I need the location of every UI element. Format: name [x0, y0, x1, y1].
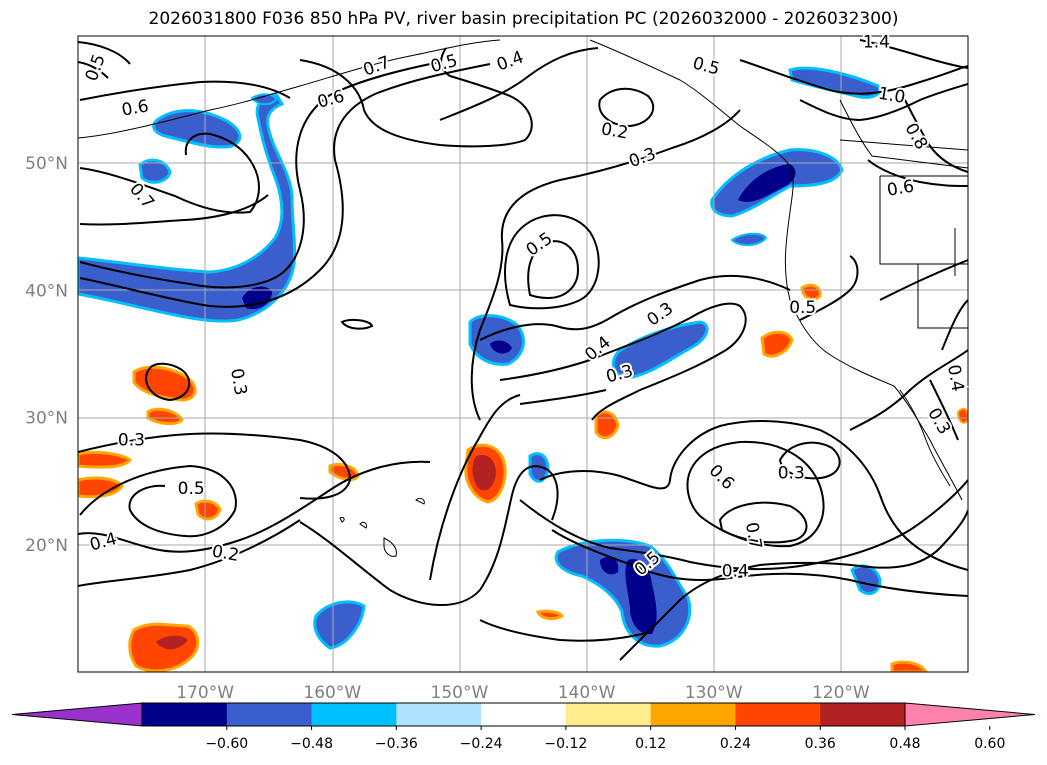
contour-label: 0.4 — [722, 562, 749, 582]
coastlines — [78, 39, 968, 557]
positive-anomaly-area — [535, 609, 565, 621]
y-axis: 50°N 40°N 30°N 20°N — [25, 154, 68, 556]
positive-anomaly-area — [328, 462, 360, 481]
y-tick-label: 40°N — [25, 281, 68, 301]
colorbar-swatch — [650, 703, 736, 726]
strong-negative-anomaly-area — [625, 559, 657, 635]
contour-label: 1.4 — [863, 32, 890, 52]
negative-anomaly-area — [138, 158, 172, 184]
y-tick-label: 30°N — [25, 409, 68, 429]
y-tick-label: 50°N — [25, 154, 68, 174]
contour-label: 0.5 — [178, 479, 205, 499]
x-tick-label: 150°W — [431, 683, 489, 703]
colorbar-swatch — [142, 703, 228, 726]
strong-negative-anomaly-area — [242, 286, 272, 310]
colorbar-tick-label: 0.36 — [805, 736, 836, 752]
positive-anomaly-area — [78, 450, 133, 469]
positive-anomaly-area — [800, 283, 822, 301]
positive-anomaly-area — [132, 365, 197, 402]
x-tick-label: 130°W — [685, 683, 743, 703]
chart-title: 2026031800 F036 850 hPa PV, river basin … — [148, 9, 899, 29]
colorbar-tick-label: 0.12 — [635, 736, 666, 752]
colorbar: −0.60 −0.48 −0.36 −0.24 −0.12 0.12 0.24 0.36 0.4… — [11, 702, 1036, 752]
negative-anomaly-area — [78, 92, 297, 323]
colorbar-tick-label: −0.48 — [290, 736, 333, 752]
colorbar-extend-low — [11, 702, 143, 727]
x-tick-label: 120°W — [812, 683, 870, 703]
positive-anomaly-area — [146, 407, 184, 426]
x-tick-label: 170°W — [176, 683, 234, 703]
positive-anomaly-area — [78, 476, 124, 499]
colorbar-tick-label: −0.24 — [460, 736, 503, 752]
positive-anomaly-area — [956, 407, 968, 424]
x-tick-label: 140°W — [558, 683, 616, 703]
contour-label: 0.4 — [943, 363, 967, 393]
colorbar-tick-label: 0.60 — [974, 736, 1005, 752]
colorbar-swatch — [396, 703, 482, 726]
colorbar-frame — [141, 702, 906, 727]
negative-anomaly-area — [730, 232, 768, 246]
strong-positive-anomaly-area — [156, 635, 188, 650]
colorbar-extend-high — [904, 702, 1036, 727]
colorbar-tick-label: 0.24 — [720, 736, 751, 752]
strong-negative-anomaly-area — [738, 164, 796, 202]
strong-positive-anomaly-area — [472, 454, 496, 491]
strong-negative-anomaly-area — [600, 556, 619, 575]
colorbar-swatch — [735, 703, 821, 726]
positive-anomaly-area — [194, 499, 222, 521]
map-frame — [77, 35, 969, 673]
contour-label: 0.3 — [118, 430, 145, 450]
negative-anomaly-area — [313, 600, 366, 650]
positive-anomaly-area — [594, 410, 620, 440]
colorbar-swatch — [565, 703, 652, 726]
colorbar-swatch — [820, 703, 906, 726]
colorbar-swatch — [481, 703, 567, 726]
x-tick-label: 160°W — [303, 683, 361, 703]
x-axis: 170°W 160°W 150°W 140°W 130°W 120°W — [176, 683, 870, 703]
pv-contours — [78, 39, 968, 661]
negative-anomaly-area — [250, 93, 278, 106]
colorbar-swatch — [226, 703, 313, 726]
contour-label: 0.5 — [789, 298, 816, 318]
colorbar-tick-label: −0.60 — [205, 736, 248, 752]
colorbar-tick-label: 0.48 — [889, 736, 920, 752]
y-tick-label: 20°N — [25, 536, 68, 556]
colorbar-swatch — [311, 703, 397, 726]
contour-label: 0.3 — [778, 464, 805, 484]
negative-anomaly-area — [152, 109, 242, 149]
strong-negative-anomaly-area — [490, 340, 512, 354]
positive-anomaly-area — [890, 660, 928, 672]
positive-anomaly-area — [760, 330, 794, 358]
colorbar-tick-label: −0.12 — [544, 736, 587, 752]
colorbar-tick-label: −0.36 — [375, 736, 418, 752]
